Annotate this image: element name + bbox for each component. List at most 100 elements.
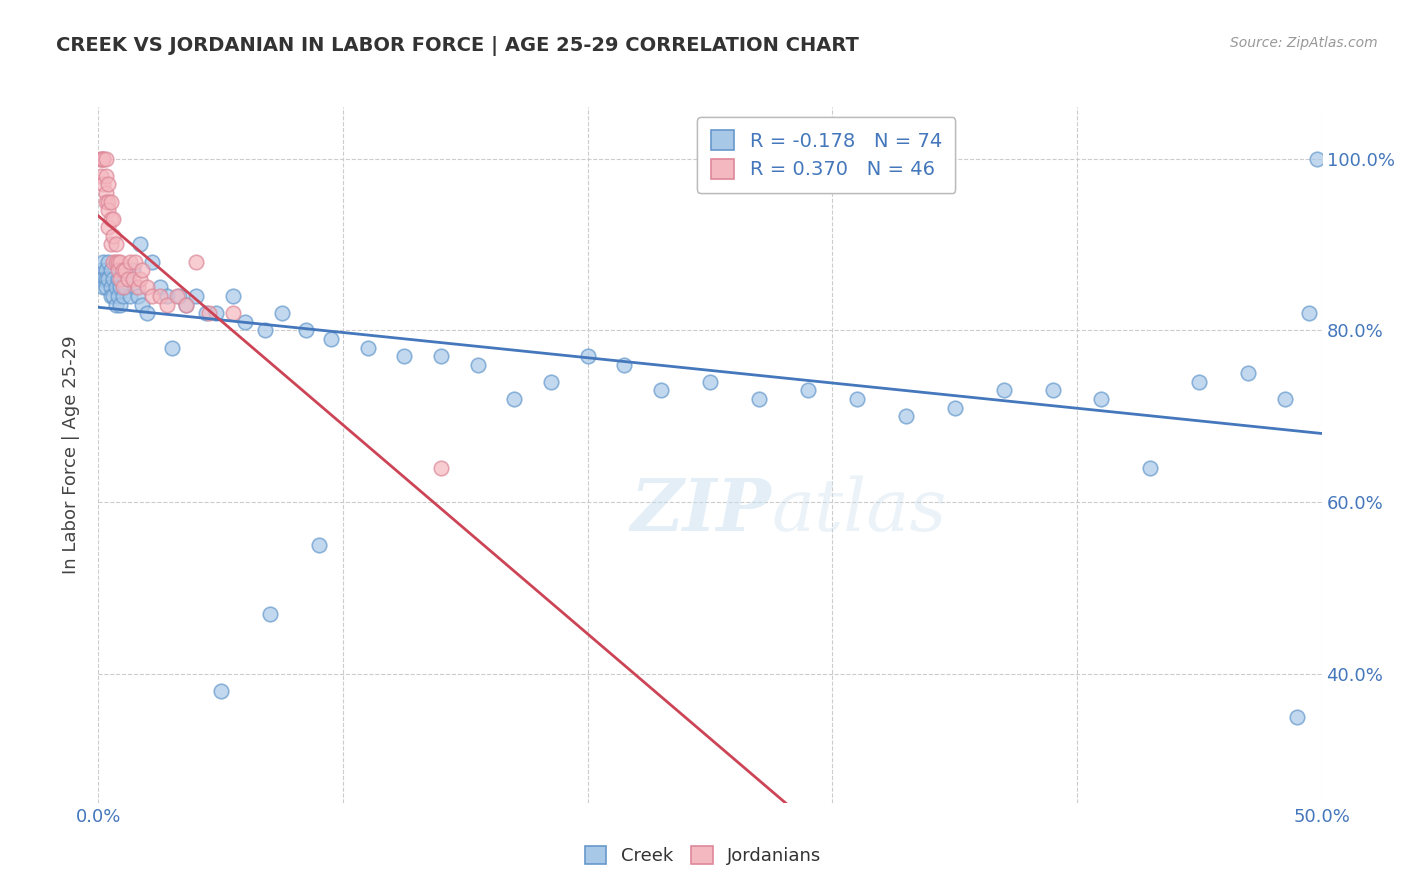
Point: [160, 341, 183, 355]
Point: [94, 186, 117, 200]
Point: [1306, 152, 1329, 166]
Point: [166, 289, 188, 303]
Point: [136, 280, 159, 294]
Text: Source: ZipAtlas.com: Source: ZipAtlas.com: [1230, 36, 1378, 50]
Point: [156, 289, 179, 303]
Point: [100, 280, 122, 294]
Point: [430, 460, 453, 475]
Point: [100, 289, 122, 303]
Point: [111, 280, 134, 294]
Point: [111, 263, 134, 277]
Point: [1042, 384, 1064, 398]
Point: [156, 297, 179, 311]
Point: [845, 392, 868, 406]
Point: [94, 152, 117, 166]
Point: [104, 237, 127, 252]
Text: ZIP: ZIP: [630, 475, 772, 546]
Point: [117, 272, 139, 286]
Point: [120, 289, 142, 303]
Point: [270, 306, 294, 320]
Point: [104, 297, 127, 311]
Point: [100, 237, 122, 252]
Point: [209, 684, 232, 698]
Point: [90, 263, 112, 277]
Point: [222, 306, 245, 320]
Point: [97, 203, 120, 218]
Point: [894, 409, 917, 424]
Point: [259, 607, 281, 621]
Point: [97, 220, 120, 235]
Point: [100, 211, 122, 226]
Point: [141, 289, 163, 303]
Point: [993, 384, 1015, 398]
Point: [121, 263, 143, 277]
Point: [101, 254, 124, 268]
Point: [94, 169, 117, 183]
Point: [101, 228, 124, 243]
Point: [613, 358, 636, 372]
Point: [107, 254, 129, 268]
Point: [176, 297, 198, 311]
Point: [101, 211, 124, 226]
Point: [129, 272, 152, 286]
Point: [110, 272, 132, 286]
Point: [97, 194, 120, 209]
Point: [149, 289, 172, 303]
Point: [90, 272, 112, 286]
Point: [176, 297, 198, 311]
Point: [101, 272, 124, 286]
Point: [91, 254, 114, 268]
Point: [111, 289, 134, 303]
Point: [136, 306, 159, 320]
Point: [114, 280, 136, 294]
Point: [392, 349, 416, 363]
Point: [107, 263, 129, 277]
Point: [94, 263, 117, 277]
Point: [131, 263, 153, 277]
Point: [748, 392, 770, 406]
Y-axis label: In Labor Force | Age 25-29: In Labor Force | Age 25-29: [62, 335, 80, 574]
Point: [356, 341, 378, 355]
Point: [100, 194, 122, 209]
Point: [104, 280, 127, 294]
Point: [107, 289, 129, 303]
Point: [650, 384, 672, 398]
Point: [1139, 460, 1161, 475]
Point: [131, 297, 153, 311]
Point: [91, 178, 114, 192]
Point: [1286, 710, 1309, 724]
Point: [120, 254, 142, 268]
Point: [104, 254, 127, 268]
Point: [107, 272, 129, 286]
Point: [1188, 375, 1211, 389]
Point: [100, 263, 122, 277]
Point: [1237, 367, 1260, 381]
Point: [91, 152, 114, 166]
Point: [167, 289, 190, 303]
Point: [129, 237, 152, 252]
Point: [117, 272, 139, 286]
Point: [90, 152, 112, 166]
Point: [319, 332, 342, 346]
Point: [1090, 392, 1112, 406]
Point: [110, 297, 132, 311]
Point: [186, 254, 208, 268]
Point: [186, 289, 208, 303]
Point: [114, 263, 136, 277]
Text: atlas: atlas: [772, 475, 946, 546]
Point: [101, 289, 124, 303]
Point: [127, 280, 149, 294]
Legend: Creek, Jordanians: Creek, Jordanians: [575, 837, 831, 874]
Point: [97, 254, 120, 268]
Point: [943, 401, 966, 415]
Point: [97, 272, 120, 286]
Legend: R = -0.178   N = 74, R = 0.370   N = 46: R = -0.178 N = 74, R = 0.370 N = 46: [697, 117, 956, 193]
Point: [699, 375, 721, 389]
Point: [233, 315, 256, 329]
Point: [110, 254, 132, 268]
Point: [1298, 306, 1320, 320]
Point: [97, 178, 120, 192]
Point: [124, 280, 146, 294]
Point: [110, 280, 132, 294]
Point: [90, 152, 112, 166]
